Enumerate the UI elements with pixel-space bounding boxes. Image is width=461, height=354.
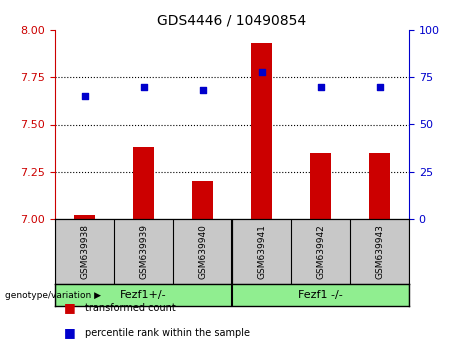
Text: ■: ■ [64,326,76,339]
Bar [192,181,213,219]
Text: GSM639938: GSM639938 [80,224,89,279]
Bar [369,153,390,219]
Text: ■: ■ [64,302,76,314]
Bar [251,43,272,219]
Text: genotype/variation ▶: genotype/variation ▶ [5,291,100,299]
Point [199,88,206,93]
Title: GDS4446 / 10490854: GDS4446 / 10490854 [158,13,307,28]
Text: Fezf1 -/-: Fezf1 -/- [298,290,343,300]
Point [258,69,265,74]
Bar [74,215,95,219]
Text: GSM639941: GSM639941 [257,224,266,279]
Bar [133,147,154,219]
Point [376,84,383,90]
Text: percentile rank within the sample: percentile rank within the sample [85,328,250,338]
Text: Fezf1+/-: Fezf1+/- [120,290,167,300]
Text: GSM639943: GSM639943 [375,224,384,279]
Point [317,84,324,90]
Text: GSM639940: GSM639940 [198,224,207,279]
Text: GSM639939: GSM639939 [139,224,148,279]
Point [140,84,147,90]
Bar [310,153,331,219]
Text: GSM639942: GSM639942 [316,224,325,279]
Text: transformed count: transformed count [85,303,176,313]
Point [81,93,88,99]
